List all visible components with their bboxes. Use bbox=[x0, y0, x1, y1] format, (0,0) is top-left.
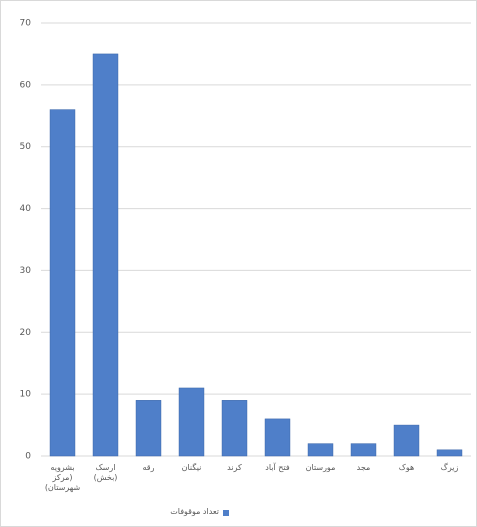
bar bbox=[178, 387, 205, 457]
x-tick-label: ارسک (بخش) bbox=[93, 463, 118, 482]
bar bbox=[350, 443, 377, 457]
y-tick-label: 70 bbox=[20, 19, 32, 29]
bar bbox=[92, 53, 119, 457]
y-tick-label: 50 bbox=[20, 142, 32, 152]
x-tick-label: نیگنان bbox=[181, 463, 202, 472]
x-tick-label: بشرویه (مرکز شهرستان) bbox=[44, 463, 81, 492]
y-tick-label: 40 bbox=[20, 204, 32, 214]
y-tick-label: 20 bbox=[20, 328, 32, 338]
x-tick-label: زیرگ bbox=[440, 463, 459, 472]
y-tick-label: 60 bbox=[20, 80, 32, 90]
y-tick-label: 10 bbox=[20, 390, 32, 400]
x-tick-label: مورستان bbox=[305, 463, 336, 472]
bar bbox=[393, 424, 420, 457]
bar bbox=[221, 400, 248, 457]
bar bbox=[135, 400, 162, 457]
x-tick-label: فتح آباد bbox=[265, 463, 290, 472]
y-tick-label: 30 bbox=[20, 266, 32, 276]
legend-label: تعداد موقوفات bbox=[170, 507, 219, 516]
x-tick-label: کرند bbox=[227, 463, 242, 472]
legend-swatch bbox=[223, 510, 229, 516]
bar bbox=[264, 418, 291, 457]
x-tick-label: رقه bbox=[142, 463, 155, 472]
bar bbox=[307, 443, 334, 457]
x-tick-label: مجد bbox=[356, 463, 371, 472]
bar bbox=[436, 449, 463, 457]
y-tick-label: 0 bbox=[25, 452, 31, 462]
x-tick-label: هوک bbox=[398, 463, 415, 472]
bar bbox=[49, 109, 76, 457]
